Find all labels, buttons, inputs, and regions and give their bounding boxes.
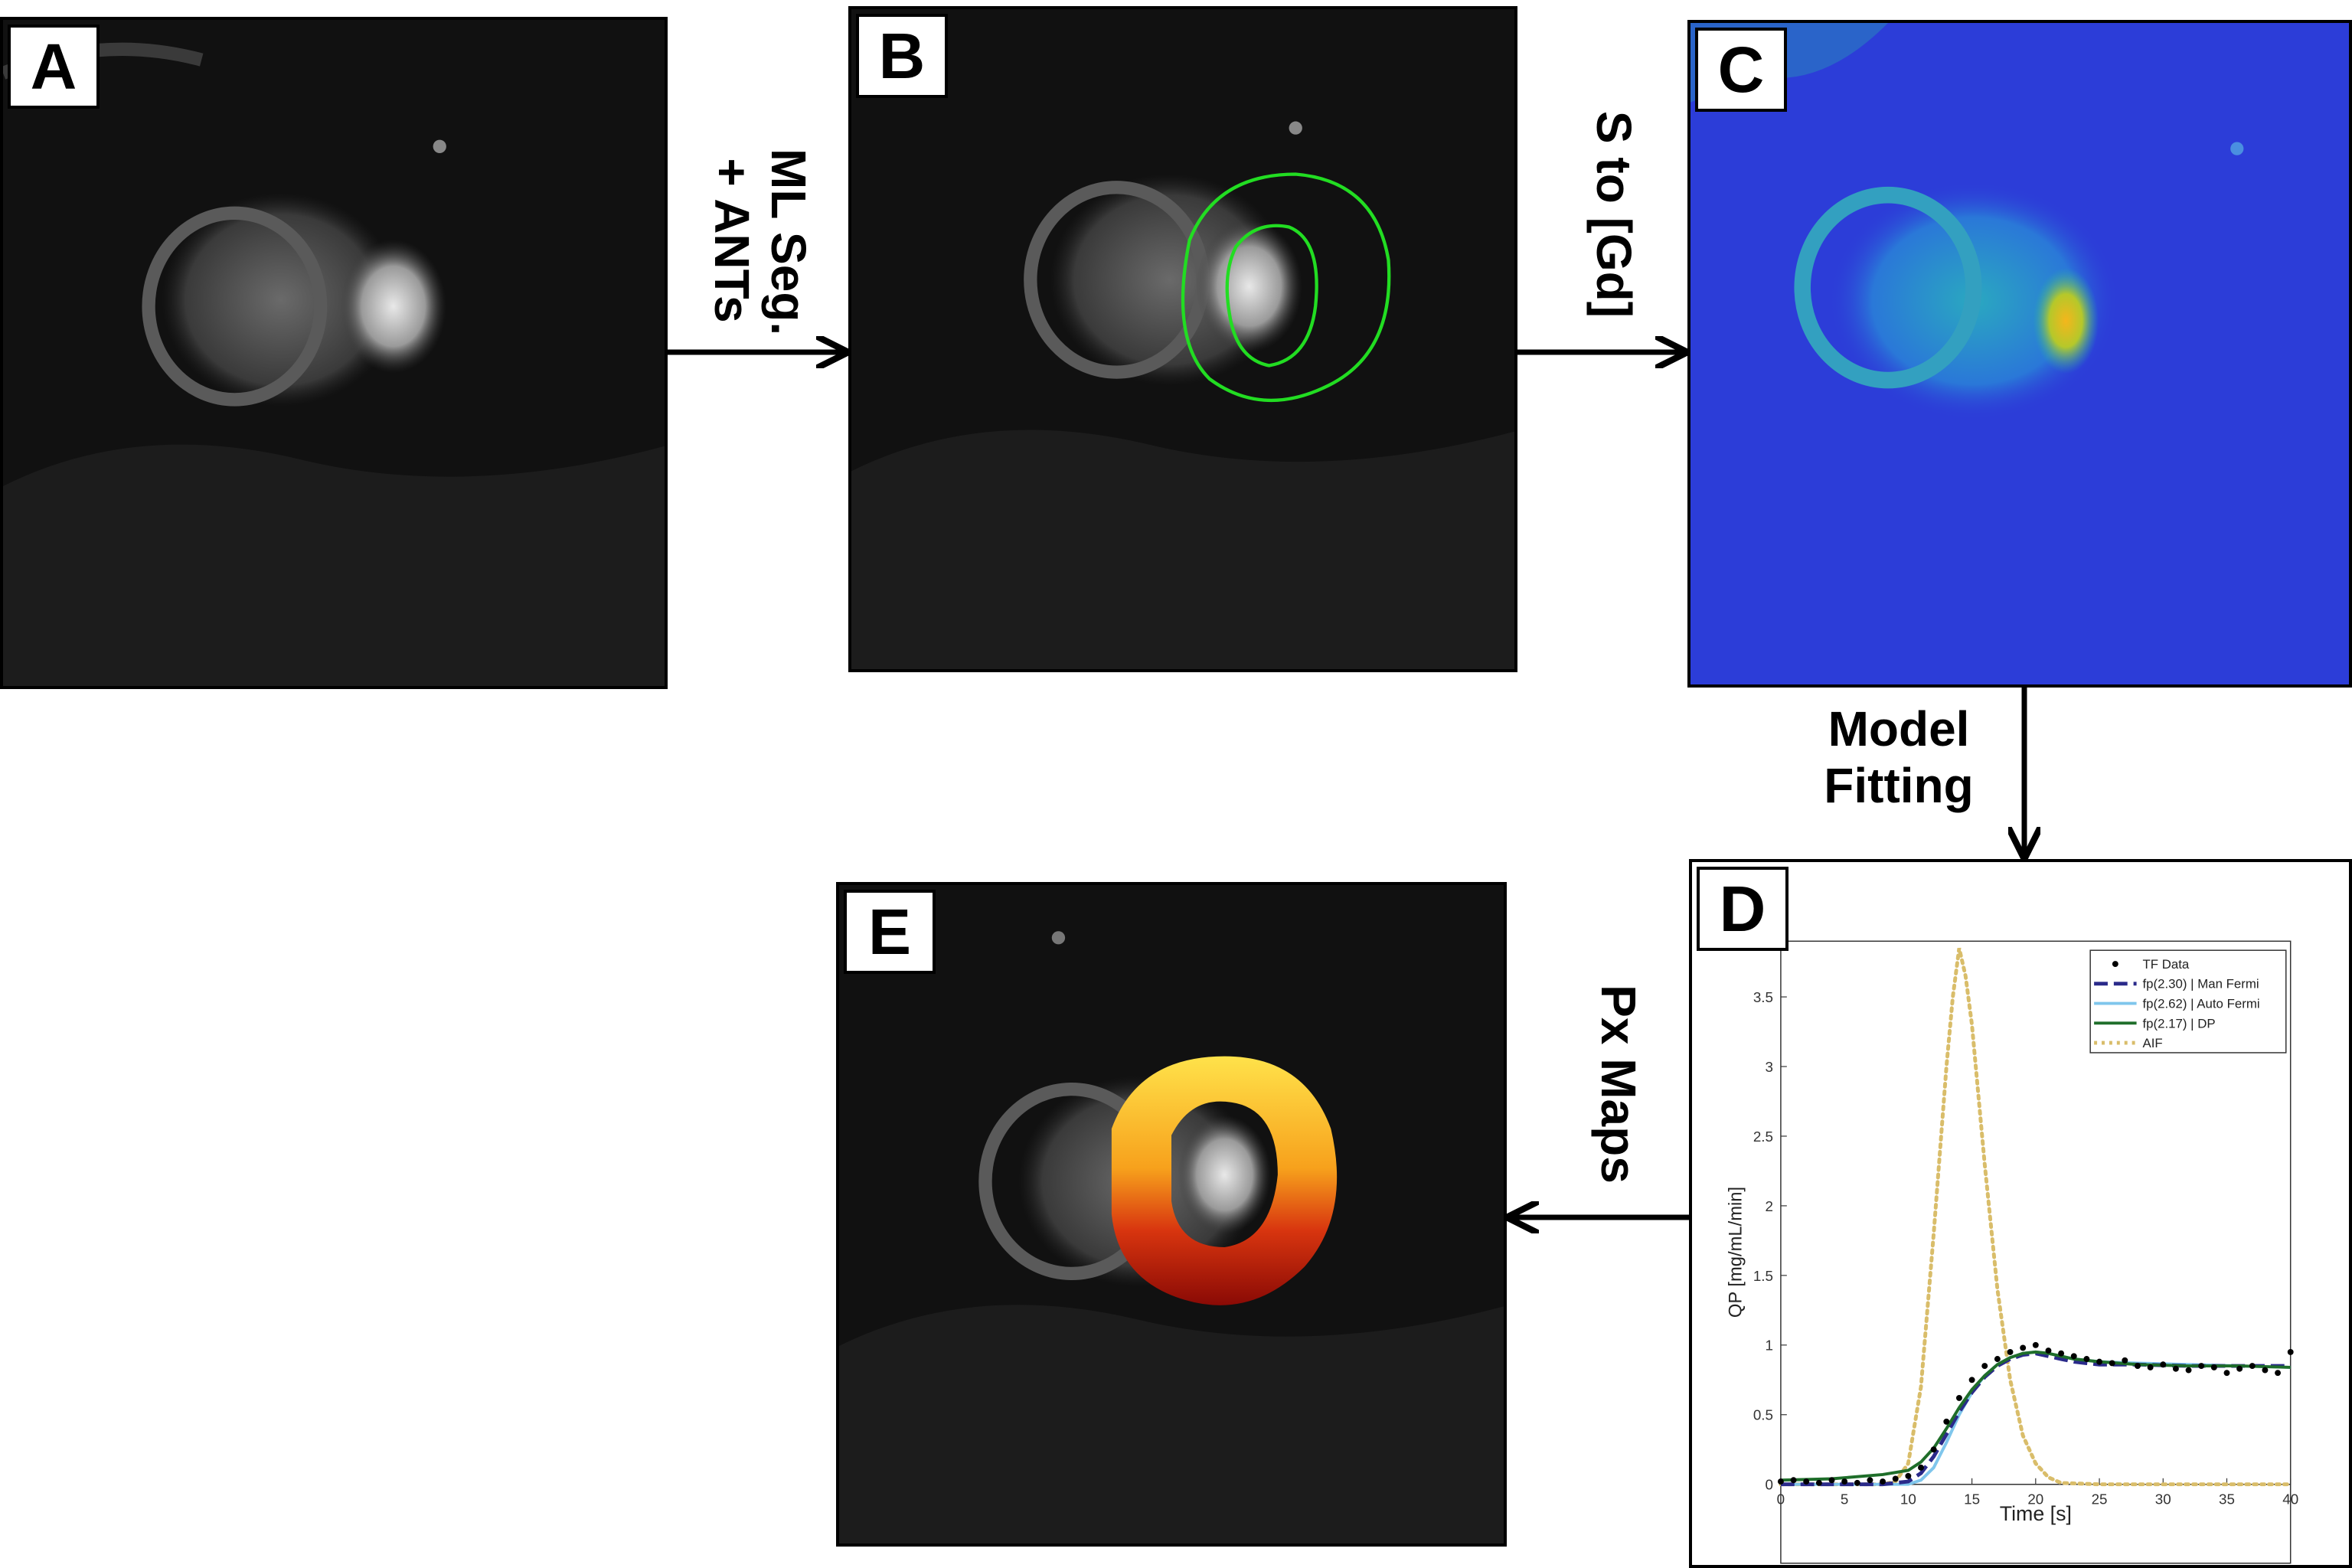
panel-c-letter: C [1695,28,1787,112]
panel-d-model-fitting-chart: 0 5 10 15 20 25 30 35 40 0 0.5 1 1.5 2 2.5 3 3.5 TF Data… [1689,859,2352,1568]
x-tick-label: 0 [1777,1491,1785,1507]
x-tick-label: 15 [1964,1491,1980,1507]
data-point [2210,1364,2217,1370]
endocardial-contour [1225,224,1318,368]
data-point [1943,1418,1950,1425]
step-label-segmentation-line1: ML Seg. [761,149,816,336]
series-line [1780,1350,2291,1482]
y-tick-label: 0 [1766,1477,1773,1493]
y-tick-label: 1 [1766,1338,1773,1354]
data-point [1828,1477,1835,1484]
data-point [1918,1464,1924,1471]
perfusion-pixel-map [839,885,1504,1544]
legend-entry: fp(2.30) | Man Fermi [2143,977,2259,991]
data-point [1854,1479,1860,1486]
panel-e-pixel-maps: E [836,882,1507,1547]
data-point [1994,1356,2001,1362]
data-point [1892,1475,1899,1482]
y-tick-label: 2.5 [1753,1129,1773,1145]
data-point [2032,1341,2039,1348]
data-point [1803,1478,1810,1485]
data-point [2198,1363,2205,1370]
data-point [2160,1361,2167,1368]
series-line [1779,947,2293,1487]
panel-b-letter: B [856,14,948,98]
data-point [2083,1356,2090,1362]
y-tick-label: 2 [1766,1198,1773,1214]
perfusion-ring [1111,1056,1338,1305]
data-point [2249,1363,2256,1370]
panel-a-letter: A [8,24,100,109]
data-point [2058,1350,2065,1357]
data-point [2007,1348,2014,1355]
data-point [2147,1364,2154,1370]
data-point [2020,1344,2027,1351]
data-point [1880,1478,1886,1485]
step-label-model-fitting-line1: Model [1828,701,1970,756]
step-label-model-fitting-line2: Fitting [1824,757,1974,813]
step-label-model-fitting: Model Fitting [1807,701,1991,814]
y-tick-label: 0.5 [1753,1407,1773,1423]
x-axis-label: Time [s] [2000,1502,2072,1525]
data-point [2122,1357,2128,1364]
step-label-segmentation-line2: + ANTs [704,158,760,323]
data-point [2045,1348,2052,1354]
panel-d-letter: D [1697,867,1788,951]
segmented-mri-image [851,9,1514,669]
x-tick-label: 35 [2219,1491,2235,1507]
epicardial-contour [1181,172,1391,403]
gd-concentration-map [1690,23,2349,684]
legend-entry: fp(2.17) | DP [2143,1016,2216,1031]
y-tick-label: 1.5 [1753,1268,1773,1284]
data-point [2135,1363,2141,1370]
data-point [2287,1348,2294,1355]
data-point [1955,1394,1962,1401]
data-point [2172,1365,2179,1372]
data-point [2185,1367,2192,1374]
y-tick-label: 3.5 [1753,989,1773,1005]
data-point [2262,1367,2269,1374]
y-axis-label: QP [mg/mL/min] [1725,1187,1746,1318]
data-point [1905,1472,1912,1479]
x-tick-label: 30 [2155,1491,2171,1507]
legend-marker [2112,961,2118,968]
panel-e-letter: E [844,890,936,974]
data-point [1790,1477,1797,1484]
data-point [2275,1370,2282,1377]
data-point [2223,1370,2230,1377]
step-label-segmentation: ML Seg. + ANTs [697,149,816,336]
x-tick-label: 25 [2092,1491,2108,1507]
data-point [1981,1363,1988,1370]
panel-b-segmentation: B [848,6,1517,672]
step-label-pixel-maps-text: Px Maps [1591,985,1646,1184]
legend-entry: fp(2.62) | Auto Fermi [2143,997,2260,1011]
step-label-gd-conversion-text: S to [Gd] [1586,110,1642,318]
x-tick-label: 5 [1841,1491,1848,1507]
mri-image [3,20,665,686]
data-point [2109,1360,2115,1367]
data-point [1968,1377,1975,1383]
y-tick-label: 3 [1766,1059,1773,1075]
chart: 0 5 10 15 20 25 30 35 40 0 0.5 1 1.5 2 2.5 3 3.5 TF Data… [1725,940,2298,1564]
panel-c-gd-concentration: C [1687,20,2352,688]
data-point [1930,1446,1937,1453]
legend-entry: TF Data [2143,957,2190,972]
data-point [1815,1479,1822,1486]
data-point [2096,1358,2103,1365]
x-tick-label: 40 [2282,1491,2298,1507]
data-point [2070,1353,2077,1360]
data-point [1777,1478,1784,1485]
x-tick-label: 20 [2027,1491,2043,1507]
chart-legend: TF Data fp(2.30) | Man Fermi fp(2.62) | Au… [2089,949,2287,1054]
panel-a-raw-mri: A [0,17,668,689]
data-point [2236,1365,2243,1372]
data-point [1867,1477,1873,1484]
x-tick-label: 10 [1900,1491,1916,1507]
legend-entry: AIF [2143,1036,2163,1050]
step-label-pixel-maps: Px Maps [1585,985,1646,1184]
step-label-gd-conversion: S to [Gd] [1580,107,1642,322]
data-point [1841,1478,1848,1485]
